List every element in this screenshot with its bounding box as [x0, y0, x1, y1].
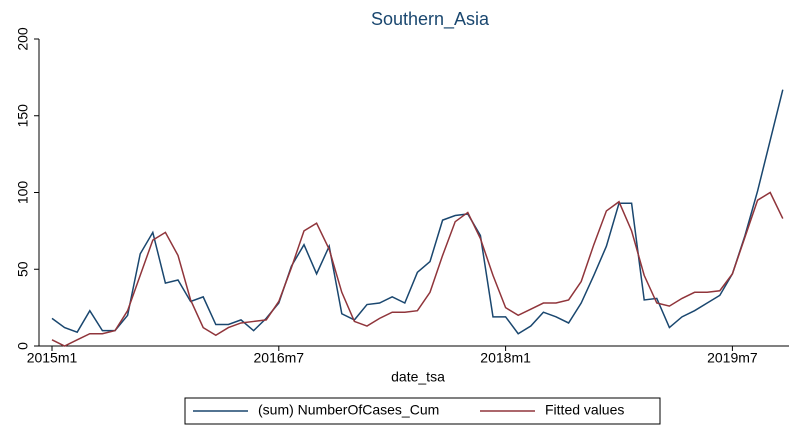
x-tick-label: 2016m7 [254, 350, 305, 366]
y-tick-label: 150 [15, 104, 31, 128]
x-tick-label: 2015m1 [27, 350, 78, 366]
y-tick-label: 100 [15, 181, 31, 205]
legend-box [184, 397, 661, 425]
series-line [51, 191, 784, 347]
y-tick-label: 0 [15, 342, 31, 350]
y-tick-label: 200 [15, 27, 31, 51]
x-tick-label: 2018m1 [480, 350, 531, 366]
legend-label: (sum) NumberOfCases_Cum [258, 402, 439, 418]
y-tick-label: 50 [15, 261, 31, 277]
chart-title: Southern_Asia [371, 9, 490, 30]
x-tick-label: 2019m7 [707, 350, 758, 366]
legend-label: Fitted values [545, 402, 624, 418]
series-line [51, 89, 784, 335]
x-axis-title: date_tsa [391, 369, 445, 385]
